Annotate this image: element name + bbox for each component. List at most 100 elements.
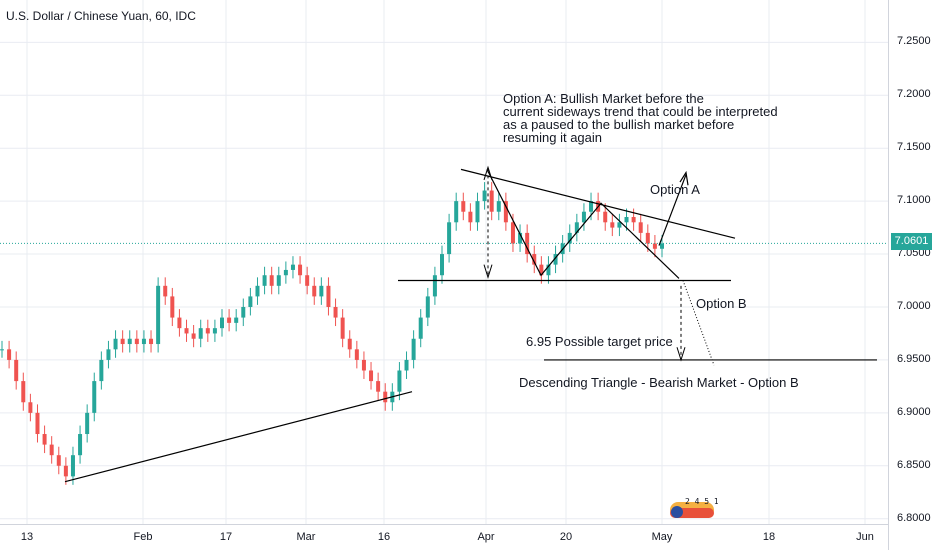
y-tick-label: 6.9500	[897, 352, 931, 365]
candle-body	[496, 201, 501, 212]
candle-body	[14, 359, 19, 382]
candle-body	[652, 243, 657, 249]
uptrend-line	[64, 391, 413, 483]
option-a-note-line: current sideways trend that could be int…	[503, 104, 778, 119]
y-tick-label: 7.1500	[897, 141, 931, 154]
x-tick-label: Jun	[856, 531, 874, 543]
candle-body	[518, 232, 523, 244]
resistance-trendline	[460, 168, 736, 239]
candle-body	[78, 434, 83, 456]
y-tick-label: 6.8000	[897, 511, 931, 524]
candle-body	[163, 285, 168, 297]
logo-text: 2 4 5 1 3	[685, 497, 718, 506]
candle-body	[234, 317, 239, 323]
candle-body	[361, 359, 366, 371]
zigzag-pattern	[486, 169, 680, 279]
candle-body	[170, 296, 175, 318]
candle-body	[567, 232, 572, 244]
x-tick-label: Feb	[133, 531, 153, 543]
candle-body	[149, 338, 154, 345]
candle-body	[411, 338, 416, 360]
candle-body	[212, 328, 217, 334]
y-tick-label: 7.0000	[897, 299, 931, 312]
candle-body	[468, 211, 473, 223]
y-tick-label: 7.0500	[897, 247, 931, 260]
arrow-head	[679, 170, 689, 186]
candle-body	[241, 306, 246, 318]
tradingview-flag-logo-icon: 2 4 5 1 3	[670, 497, 718, 518]
candle-body	[35, 412, 40, 435]
candle-body	[454, 201, 459, 223]
candle-body	[383, 391, 388, 403]
candle-body	[489, 190, 494, 212]
x-tick-label: Apr	[477, 531, 495, 543]
candle-body	[191, 333, 196, 339]
option-a-label: Option A	[650, 182, 700, 197]
candle-body	[262, 275, 267, 286]
candle-body	[134, 338, 139, 345]
candle-body	[184, 328, 189, 334]
x-tick-label: 16	[377, 531, 391, 543]
candle-body	[475, 201, 480, 223]
x-tick-label: 13	[20, 531, 34, 543]
arrow-head	[676, 347, 686, 362]
option-a-arrow	[658, 174, 687, 246]
candle-body	[220, 317, 224, 329]
candle-body	[397, 370, 402, 392]
candle-body	[638, 222, 643, 233]
candle-body	[63, 465, 68, 477]
candle-body	[92, 381, 97, 413]
candle-body	[333, 306, 338, 318]
candle-body	[539, 264, 544, 276]
candle-body	[404, 359, 409, 371]
candle-body	[49, 444, 54, 456]
x-tick-label: Mar	[296, 531, 316, 543]
option-b-label: Option B	[696, 296, 747, 311]
candle-body	[156, 285, 161, 345]
candle-body	[503, 201, 508, 223]
candle-body	[198, 328, 203, 339]
option-a-note-line: as a paused to the bullish market before	[503, 117, 735, 132]
candle-body	[290, 264, 295, 270]
y-tick-label: 6.8500	[897, 458, 931, 471]
candle-body	[141, 338, 146, 345]
y-tick-label: 7.2000	[897, 88, 931, 101]
x-tick-label: 18	[762, 531, 776, 543]
arrow-head	[483, 165, 493, 181]
candle-body	[631, 217, 636, 223]
candle-body	[21, 381, 26, 403]
candle-body	[376, 381, 381, 392]
candle-body	[347, 338, 352, 350]
candle-body	[425, 296, 430, 318]
candle-body	[525, 232, 530, 255]
candle-body	[510, 222, 515, 244]
candle-body	[28, 402, 33, 413]
candle-body	[70, 455, 75, 477]
candle-body	[269, 275, 274, 286]
candle-body	[0, 349, 4, 351]
y-tick-label: 7.2500	[897, 35, 931, 48]
candle-body	[7, 349, 12, 360]
x-tick-label: 20	[559, 531, 573, 543]
option-b-path	[682, 280, 715, 366]
candle-body	[248, 296, 253, 307]
candle-body	[482, 190, 487, 202]
candle-body	[369, 370, 374, 382]
candle-body	[574, 222, 579, 233]
candle-body	[546, 264, 551, 276]
candle-body	[440, 254, 444, 276]
option-a-note-line: Option A: Bullish Market before the	[503, 91, 704, 106]
option-a-note-line: resuming it again	[503, 130, 602, 145]
candle-body	[354, 349, 359, 360]
x-tick-label: 17	[219, 531, 233, 543]
candle-body	[610, 222, 615, 228]
candle-body	[432, 275, 437, 297]
candle-body	[418, 317, 423, 339]
x-tick-label: May	[651, 531, 673, 543]
candle-body	[589, 201, 594, 212]
y-tick-label: 6.9000	[897, 405, 931, 418]
current-price-badge: 7.0601	[891, 233, 932, 250]
candle-body	[85, 412, 90, 435]
candle-body	[276, 275, 281, 286]
